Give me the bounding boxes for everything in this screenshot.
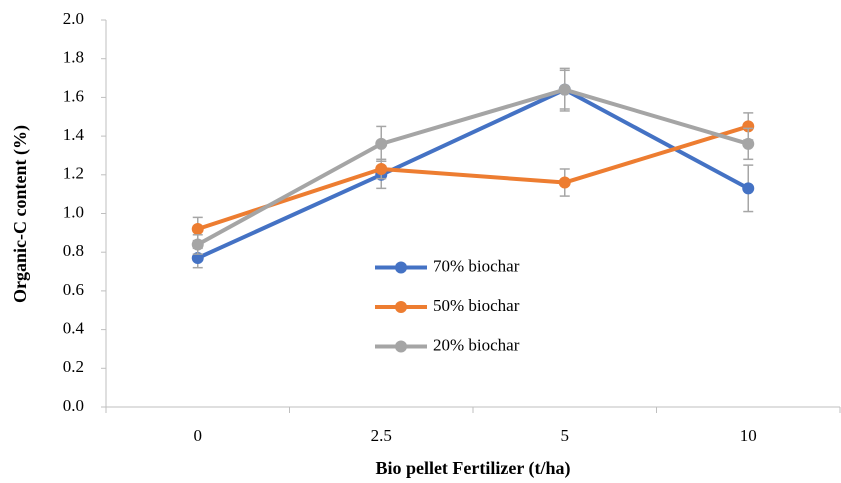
- x-tick-label: 5: [561, 426, 570, 445]
- series-line: [196, 87, 750, 260]
- y-tick-label: 0.4: [63, 319, 85, 338]
- x-tick-label: 2.5: [371, 426, 392, 445]
- x-tick-label: 10: [740, 426, 757, 445]
- point: [191, 238, 204, 251]
- x-tick-label: 0: [194, 426, 203, 445]
- legend-label: 70% biochar: [433, 256, 520, 275]
- point: [375, 137, 388, 150]
- legend-marker: [395, 301, 407, 313]
- y-tick-label: 1.0: [63, 202, 84, 221]
- point: [742, 137, 755, 150]
- point: [742, 182, 755, 195]
- point: [742, 120, 755, 133]
- y-tick-label: 0.2: [63, 357, 84, 376]
- legend-marker: [395, 340, 407, 353]
- y-axis-title: Organic-C content (%): [10, 125, 31, 303]
- y-tick-label: 1.6: [63, 86, 84, 105]
- y-tick-label: 1.2: [63, 164, 84, 183]
- point: [191, 252, 204, 265]
- x-axis-title: Bio pellet Fertilizer (t/ha): [375, 458, 570, 479]
- point: [375, 162, 388, 175]
- series-line: [196, 87, 749, 247]
- y-tick-label: 2.0: [63, 9, 84, 28]
- y-tick-label: 0.0: [63, 396, 84, 415]
- y-tick-label: 0.6: [63, 280, 84, 299]
- point: [191, 222, 204, 235]
- y-tick-label: 0.8: [63, 241, 84, 260]
- y-tick-label: 1.8: [63, 48, 84, 67]
- legend-label: 50% biochar: [433, 296, 520, 315]
- series-line: [197, 124, 749, 231]
- point: [558, 176, 571, 189]
- point: [558, 83, 571, 96]
- legend-label: 20% biochar: [433, 335, 520, 354]
- y-tick-label: 1.4: [63, 125, 85, 144]
- legend-marker: [395, 261, 407, 274]
